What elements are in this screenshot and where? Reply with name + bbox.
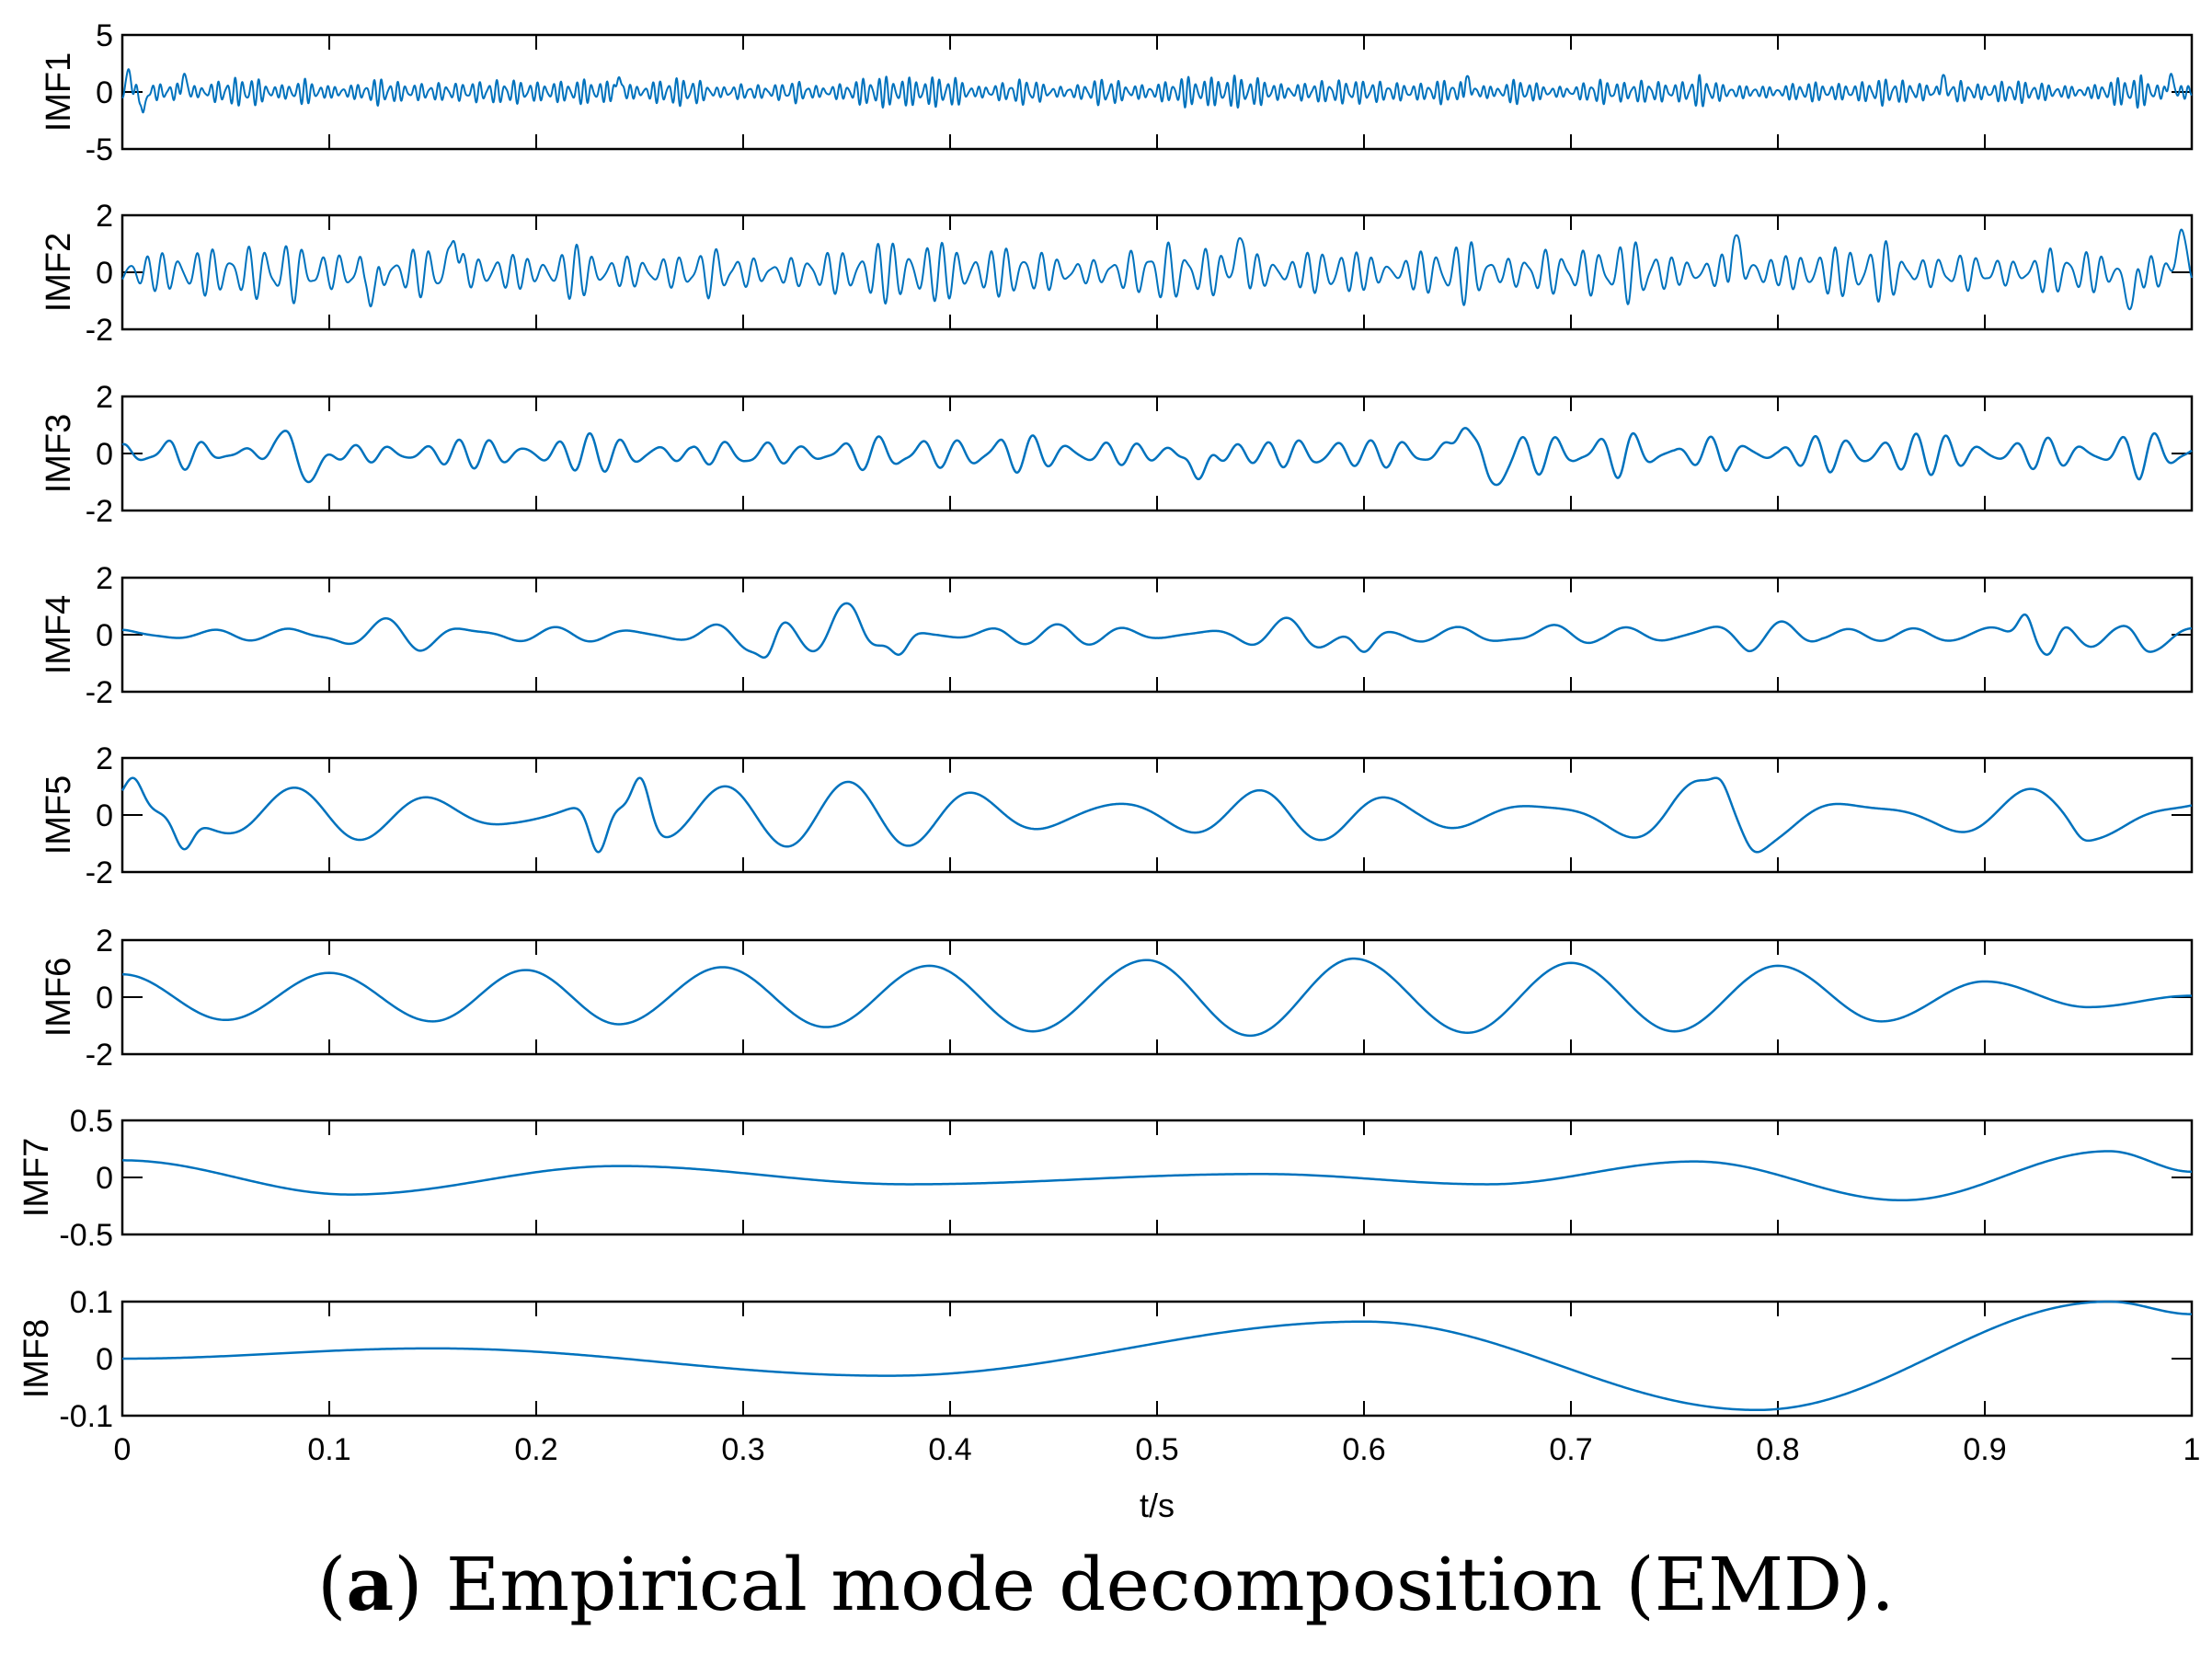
panel-3-ylabel: IMF3 — [40, 414, 78, 494]
xtick-label: 1 — [2183, 1432, 2201, 1467]
emd-chart: -505IMF1-202IMF2-202IMF3-202IMF4-202IMF5… — [17, 18, 2201, 1524]
panel-7-frame — [120, 1119, 2194, 1236]
xtick-label: 0.2 — [514, 1432, 557, 1467]
panel-3-series-line — [121, 427, 2193, 487]
xtick-label: 0.5 — [1135, 1432, 1178, 1467]
caption-text: ) Empirical mode decomposition (EMD). — [394, 1542, 1895, 1627]
caption-letter: a — [346, 1541, 395, 1627]
panel-8-ytick-label: 0.1 — [70, 1285, 113, 1320]
panel-8-ytick-label: -0.1 — [59, 1399, 113, 1434]
panel-2-series-line — [121, 228, 2193, 311]
panel-1-series-line — [121, 68, 2193, 114]
panel-2-ytick-label: -2 — [86, 313, 113, 348]
panel-6-ytick-label: -2 — [86, 1038, 113, 1073]
xtick-label: 0 — [114, 1432, 132, 1467]
xtick-label: 0.3 — [721, 1432, 764, 1467]
panel-6-ytick-label: 0 — [96, 981, 113, 1016]
panel-5-ytick-label: 0 — [96, 798, 113, 833]
panel-2-ylabel: IMF2 — [40, 233, 78, 313]
caption-open-paren: ( — [317, 1542, 347, 1627]
panel-8-series-line — [122, 1300, 2193, 1412]
panel-1-ytick-label: 0 — [96, 75, 113, 110]
panel-8-ylabel: IMF8 — [17, 1319, 56, 1399]
panel-1-ytick-label: -5 — [86, 132, 113, 167]
panel-7-series-line — [121, 1150, 2193, 1202]
panel-6-frame — [120, 938, 2194, 1056]
xtick-label: 0.4 — [928, 1432, 971, 1467]
panel-3-ytick-label: 2 — [96, 380, 113, 415]
panel-3-ytick-label: 0 — [96, 437, 113, 472]
panel-4-frame — [120, 576, 2194, 694]
panel-4-ytick-label: 2 — [96, 561, 113, 596]
panel-4-ytick-label: 0 — [96, 618, 113, 653]
xtick-label: 0.6 — [1342, 1432, 1385, 1467]
panel-5-ytick-label: 2 — [96, 741, 113, 776]
panel-7-ytick-label: 0.5 — [70, 1104, 113, 1139]
panel-5-series-line — [120, 776, 2193, 854]
panel-7-ytick-label: -0.5 — [59, 1218, 113, 1253]
panel-4-ytick-label: -2 — [86, 675, 113, 710]
panel-1-ytick-label: 5 — [96, 18, 113, 53]
figure-caption: (a) Empirical mode decomposition (EMD). — [0, 1541, 2212, 1627]
panel-2-ytick-label: 0 — [96, 256, 113, 291]
xtick-label: 0.7 — [1549, 1432, 1592, 1467]
panel-4-ylabel: IMF4 — [40, 595, 78, 675]
panel-8-ytick-label: 0 — [96, 1342, 113, 1377]
panel-1-ylabel: IMF1 — [40, 52, 78, 132]
xtick-label: 0.9 — [1963, 1432, 2006, 1467]
panel-2-ytick-label: 2 — [96, 199, 113, 234]
panel-7-ytick-label: 0 — [96, 1161, 113, 1196]
panel-5-ylabel: IMF5 — [40, 775, 78, 855]
panel-4-series-line — [121, 602, 2193, 660]
xtick-label: 0.1 — [307, 1432, 350, 1467]
panel-5-ytick-label: -2 — [86, 855, 113, 890]
xtick-label: 0.8 — [1756, 1432, 1799, 1467]
panel-8-frame — [120, 1300, 2194, 1418]
panel-3-ytick-label: -2 — [86, 494, 113, 529]
panel-6-ylabel: IMF6 — [40, 958, 78, 1038]
panel-6-series-line — [121, 957, 2193, 1038]
x-axis-label: t/s — [1140, 1487, 1175, 1524]
panel-7-ylabel: IMF7 — [17, 1138, 56, 1218]
panel-6-ytick-label: 2 — [96, 924, 113, 959]
panel-3-frame — [120, 395, 2194, 512]
